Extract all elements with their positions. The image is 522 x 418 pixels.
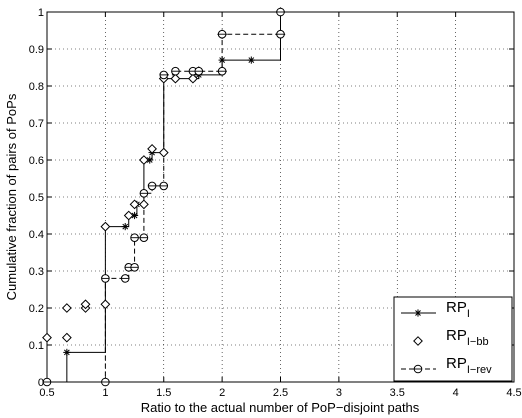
y-tick-label: 0.2 [29, 303, 44, 315]
series-3-point [171, 66, 180, 76]
series-2-point [80, 299, 91, 310]
legend-label-subscript: I [467, 308, 470, 320]
x-axis-label: Ratio to the actual number of PoP−disjoi… [141, 400, 420, 415]
x-tick-label: 3 [336, 387, 342, 399]
series-3-point [159, 181, 169, 191]
series-2-point [61, 303, 72, 313]
series-3-point [101, 274, 110, 283]
series-2-point [100, 221, 111, 232]
x-tick-label: 1.5 [156, 387, 171, 399]
x-tick-label: 2 [219, 387, 225, 399]
series-3-point [147, 181, 157, 191]
y-tick-label: 0.7 [29, 118, 44, 130]
series-2-point [42, 332, 52, 343]
y-tick-label: 0.8 [29, 81, 44, 93]
series-3-point [276, 7, 285, 17]
series-2-point [61, 332, 72, 343]
legend-marker-1 [414, 309, 422, 317]
series-3-point [139, 189, 149, 198]
series-2-point [129, 199, 140, 210]
series-3-point [194, 66, 204, 76]
y-tick-label: 0.3 [29, 266, 44, 278]
y-axis-label: Cumulative fraction of pairs of PoPs [4, 93, 19, 300]
legend-marker-2 [413, 336, 423, 346]
series-3-point [276, 29, 285, 39]
series-3-point [139, 233, 149, 242]
y-tick-label: 1 [38, 7, 44, 19]
series-3-point [217, 66, 227, 76]
series-1-point [130, 211, 139, 220]
series-3-point [120, 274, 130, 283]
y-tick-label: 0.4 [29, 229, 44, 241]
series-2-point [147, 143, 157, 154]
series-1-point [218, 56, 226, 64]
series-3-point [159, 70, 169, 80]
x-tick-label: 4.5 [506, 387, 521, 399]
series-2-point [138, 155, 149, 165]
x-tick-label: 3.5 [390, 387, 405, 399]
x-tick-label: 2.5 [273, 387, 288, 399]
series-2-point [170, 73, 181, 84]
legend-marker-3 [413, 364, 423, 374]
axis-ticks: 0.5 1 1.5 2 2.5 3 3.5 4 4.5 0 0.1 0.2 0.3 0.4 0.5 0.6 0.… [29, 7, 522, 399]
legend-label-1: RPI [446, 299, 470, 320]
legend-label-subscript: I−rev [467, 364, 492, 376]
series-1-point [247, 56, 255, 64]
legend-label-main: RP [446, 299, 467, 316]
legend-label-2: RPI−bb [446, 327, 489, 348]
x-tick-label: 0.5 [39, 387, 54, 399]
x-tick-label: 4 [453, 387, 459, 399]
series-3-point [130, 263, 139, 272]
legend-label-main: RP [446, 327, 467, 344]
y-tick-label: 0.6 [29, 155, 44, 167]
legend-label-main: RP [446, 355, 467, 372]
series-markers [42, 7, 286, 387]
series-2-point [138, 199, 149, 210]
y-tick-label: 0 [38, 377, 44, 389]
y-tick-label: 0.9 [29, 44, 44, 56]
series-1-point [121, 223, 129, 231]
legend-label-3: RPI−rev [446, 355, 492, 376]
series-3-point [101, 377, 110, 387]
series-3-point [130, 233, 139, 242]
series-2-point [100, 299, 111, 310]
y-tick-label: 0.5 [29, 192, 44, 204]
legend-box [393, 296, 513, 382]
series-2-point [188, 73, 198, 84]
series-1-point [63, 348, 71, 356]
legend-label-subscript: I−bb [467, 336, 489, 348]
y-tick-label: 0.1 [29, 340, 44, 352]
x-tick-label: 1 [102, 387, 108, 399]
series-2-point [158, 147, 169, 158]
series-2-point [123, 210, 134, 221]
series-3-point [42, 377, 52, 387]
series-3-point [217, 29, 227, 39]
